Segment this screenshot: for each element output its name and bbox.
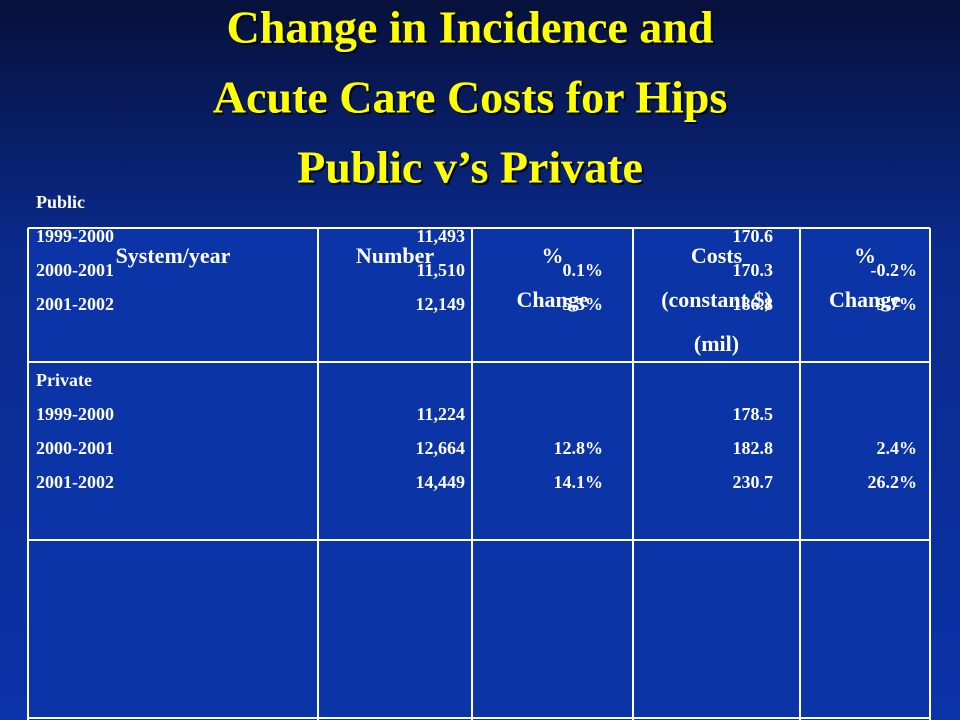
table-cell: 178.5 [733, 404, 774, 424]
table-cell: 2001-2002 [36, 472, 114, 492]
slide-title: Change in Incidence and [227, 2, 714, 53]
header-cell: System/year [116, 243, 231, 268]
table-cell: 5.5% [563, 294, 604, 314]
header-cell: Number [356, 243, 434, 268]
table-cell: 2000-2001 [36, 260, 114, 280]
table: System/year Number % Change Costs (constant $… [27, 192, 931, 720]
table-cell: 11,510 [416, 260, 465, 280]
table-cell: 2001-2002 [36, 294, 114, 314]
header-cell: % [854, 243, 876, 268]
table-cell: 0.1% [563, 260, 604, 280]
slide-title: Public v’s Private [297, 142, 643, 193]
table-cell: 12,149 [416, 294, 466, 314]
table-cell: 2.4% [877, 438, 918, 458]
header-cell: Costs [691, 243, 743, 268]
table-cell: Public [36, 192, 85, 212]
table-background [28, 228, 930, 720]
title-group: Change in Incidence and Acute Care Costs … [213, 2, 727, 193]
table-cell: 2000-2001 [36, 438, 114, 458]
header-cell: Change [829, 287, 901, 312]
table-cell: 230.7 [733, 472, 774, 492]
table-cell: 11,493 [416, 226, 465, 246]
table-cell: 170.3 [733, 260, 774, 280]
table-cell: Private [36, 370, 92, 390]
table-cell: -0.2% [871, 260, 918, 280]
table-cell: 170.6 [733, 226, 774, 246]
table-cell: 182.8 [733, 438, 774, 458]
table-cell: 26.2% [868, 472, 918, 492]
table-cell: 9.7% [877, 294, 918, 314]
table-cell: 14,449 [416, 472, 466, 492]
header-cell: Change [516, 287, 588, 312]
table-cell: 12.8% [554, 438, 604, 458]
header-cell: (mil) [694, 331, 739, 356]
table-cell: 186.8 [733, 294, 774, 314]
header-cell: % [542, 243, 564, 268]
header-cell: (constant $) [661, 287, 772, 312]
table-cell: 1999-2000 [36, 404, 114, 424]
table-cell: 12,664 [416, 438, 466, 458]
slide-title: Acute Care Costs for Hips [213, 72, 727, 123]
table-cell: 1999-2000 [36, 226, 114, 246]
table-cell: 14.1% [554, 472, 604, 492]
table-cell: 11,224 [416, 404, 465, 424]
